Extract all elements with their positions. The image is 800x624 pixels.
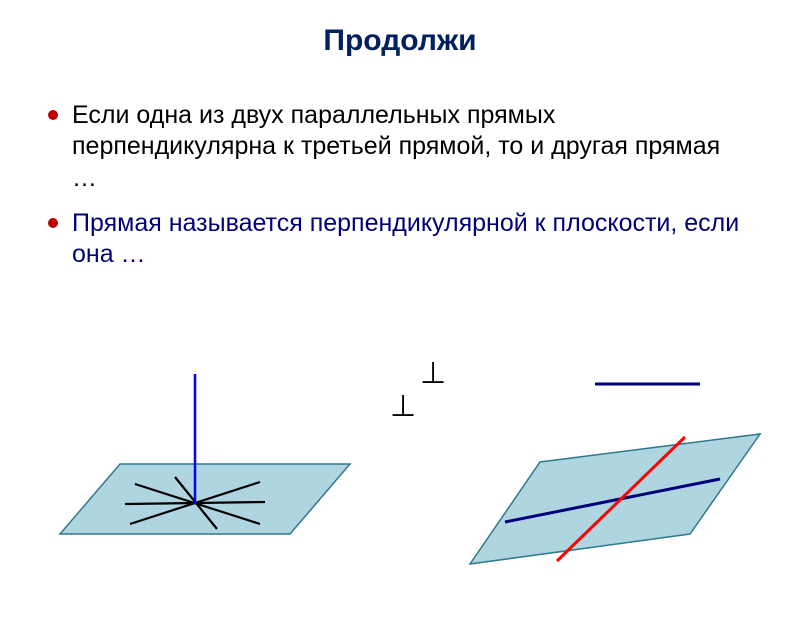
perp-symbol-2: ⊥ bbox=[390, 389, 416, 424]
perp-symbol-1: ⊥ bbox=[420, 356, 446, 391]
diagram-svg bbox=[0, 24, 800, 624]
diagram-area: ⊥ ⊥ bbox=[0, 354, 800, 624]
